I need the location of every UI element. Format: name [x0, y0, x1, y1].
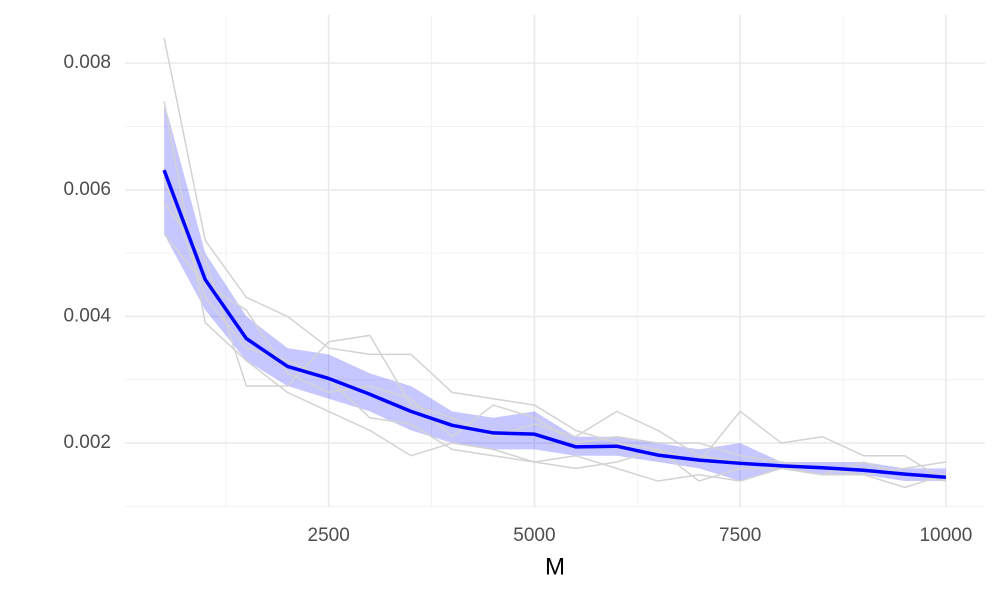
y-tick-label: 0.006 — [63, 179, 111, 200]
x-axis-label: M — [545, 553, 565, 580]
x-tick-label: 2500 — [308, 525, 350, 546]
run-line — [163, 37, 947, 482]
x-tick-label: 10000 — [919, 525, 972, 546]
mean-line — [162, 169, 947, 479]
x-tick-label: 7500 — [719, 525, 761, 546]
run-line — [163, 176, 946, 482]
x-tick-label: 5000 — [513, 525, 555, 546]
y-tick-label: 0.004 — [63, 305, 111, 326]
band — [164, 101, 946, 482]
y-tick-label: 0.002 — [63, 432, 111, 453]
y-tick-label: 0.008 — [63, 52, 111, 73]
